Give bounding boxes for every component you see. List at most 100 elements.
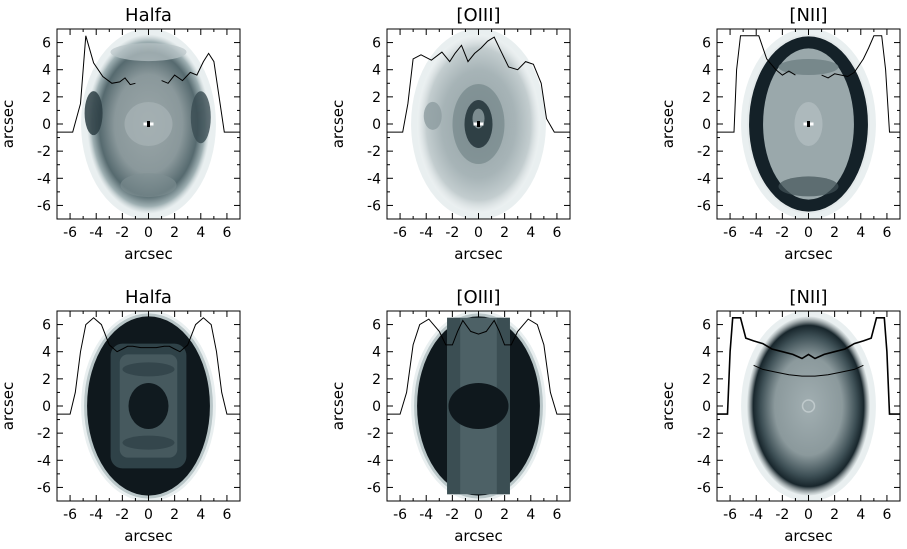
intensity-map	[411, 311, 546, 501]
x-tick-label: -4	[419, 507, 433, 523]
y-tick-label: 2	[702, 372, 711, 388]
y-tick-label: -6	[37, 198, 51, 214]
y-tick-label: 4	[42, 63, 51, 79]
panel-title: Halfa	[125, 287, 172, 308]
x-tick-label: -2	[115, 507, 129, 523]
x-axis-label: arcsec	[454, 245, 503, 263]
y-axis-label: arcsec	[659, 382, 677, 431]
profile-line	[161, 52, 240, 133]
x-tick-label: 0	[804, 507, 813, 523]
x-tick-label: 6	[222, 507, 231, 523]
x-tick-label: 0	[804, 225, 813, 241]
y-tick-label: -4	[37, 171, 51, 187]
profile-line	[57, 35, 136, 133]
x-tick-label: 0	[144, 507, 153, 523]
x-axis-label: arcsec	[784, 527, 833, 545]
y-tick-label: 6	[702, 36, 711, 52]
y-tick-label: -2	[37, 144, 51, 160]
y-tick-label: -2	[367, 426, 381, 442]
x-tick-label: -4	[89, 507, 103, 523]
x-tick-label: -4	[419, 225, 433, 241]
x-tick-label: -2	[775, 507, 789, 523]
x-tick-label: -4	[749, 225, 763, 241]
panel-5: -6 -4 -2 0 2 4 6 6 4 2 0 -2 -4 -6 [OIII] arcsec arcsec	[329, 287, 571, 545]
y-tick-label: 4	[702, 345, 711, 361]
panel-3: -6 -4 -2 0 2 4 6 6 4 2 0 -2 -4 -6 [NII] arcsec arcsec	[659, 5, 901, 263]
x-tick-label: -4	[749, 507, 763, 523]
profile-line	[387, 36, 570, 133]
profile-line	[57, 317, 240, 415]
y-tick-label: 4	[372, 345, 381, 361]
y-tick-label: -4	[367, 453, 381, 469]
panel-title: [OIII]	[456, 287, 500, 308]
profile-line	[753, 364, 864, 377]
y-axis-label: arcsec	[0, 100, 17, 149]
y-axis-label: arcsec	[329, 100, 347, 149]
y-tick-label: 6	[372, 36, 381, 52]
panel-6: -6 -4 -2 0 2 4 6 6 4 2 0 -2 -4 -6 [NII] arcsec arcsec	[659, 287, 901, 545]
y-tick-label: -4	[697, 171, 711, 187]
x-tick-label: 4	[196, 507, 205, 523]
x-tick-label: -6	[393, 507, 407, 523]
y-tick-label: 0	[42, 399, 51, 415]
y-tick-label: -4	[697, 453, 711, 469]
intensity-map	[741, 311, 876, 501]
x-axis-label: arcsec	[454, 527, 503, 545]
panel-title: [NII]	[789, 287, 827, 308]
y-tick-label: 6	[42, 318, 51, 334]
y-tick-label: -6	[367, 198, 381, 214]
x-tick-label: 4	[856, 507, 865, 523]
x-tick-label: 0	[474, 225, 483, 241]
y-tick-label: -4	[37, 453, 51, 469]
x-tick-label: 4	[196, 225, 205, 241]
x-tick-label: 2	[170, 507, 179, 523]
y-tick-label: 0	[372, 117, 381, 133]
y-tick-label: 4	[42, 345, 51, 361]
y-tick-label: 4	[702, 63, 711, 79]
y-tick-label: 2	[702, 90, 711, 106]
x-axis-label: arcsec	[124, 527, 173, 545]
y-tick-label: 2	[372, 90, 381, 106]
panel-title: [NII]	[789, 5, 827, 26]
x-tick-label: -2	[445, 225, 459, 241]
panel-2: -6 -4 -2 0 2 4 6 6 4 2 0 -2 -4 -6 [OIII] arcsec arcsec	[329, 5, 571, 263]
y-tick-label: 6	[702, 318, 711, 334]
y-tick-label: 6	[372, 318, 381, 334]
x-tick-label: 6	[552, 507, 561, 523]
x-axis-label: arcsec	[124, 245, 173, 263]
x-tick-label: 6	[882, 225, 891, 241]
x-tick-label: 6	[222, 225, 231, 241]
x-tick-label: -6	[393, 225, 407, 241]
x-tick-label: 2	[500, 507, 509, 523]
x-tick-label: 4	[526, 507, 535, 523]
x-axis-label: arcsec	[784, 245, 833, 263]
y-tick-label: -6	[697, 198, 711, 214]
panel-1: -6 -4 -2 0 2 4 6 6 4 2 0 -2 -4 -6 Halfa arcsec arcsec	[0, 5, 241, 263]
x-tick-label: -6	[63, 225, 77, 241]
y-tick-label: -2	[367, 144, 381, 160]
x-tick-label: 2	[830, 507, 839, 523]
y-tick-label: -2	[697, 144, 711, 160]
y-tick-label: -4	[367, 171, 381, 187]
intensity-map	[81, 311, 216, 501]
y-tick-label: -2	[697, 426, 711, 442]
profile-line	[821, 35, 900, 133]
panel-title: Halfa	[125, 5, 172, 26]
y-tick-label: 0	[702, 399, 711, 415]
x-tick-label: 6	[882, 507, 891, 523]
x-tick-label: 4	[856, 225, 865, 241]
x-tick-label: -6	[723, 507, 737, 523]
x-tick-label: 0	[144, 225, 153, 241]
y-tick-label: 6	[42, 36, 51, 52]
y-tick-label: 4	[372, 63, 381, 79]
x-tick-label: 6	[552, 225, 561, 241]
x-tick-label: -6	[63, 507, 77, 523]
y-tick-label: 0	[42, 117, 51, 133]
x-tick-label: 2	[500, 225, 509, 241]
y-axis-label: arcsec	[329, 382, 347, 431]
profile-line	[387, 318, 570, 415]
x-tick-label: 2	[830, 225, 839, 241]
profile-line	[717, 35, 796, 133]
y-tick-label: 0	[702, 117, 711, 133]
